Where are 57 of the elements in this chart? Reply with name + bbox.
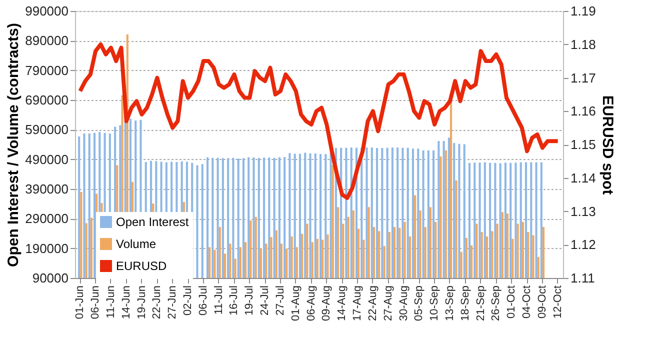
x-tick-label: 10-Sep [428, 286, 441, 321]
x-tick-label: 01-Aug [290, 286, 302, 321]
y2-tick-label: 1.18 [570, 36, 596, 52]
y-tick-label: 990000 [25, 4, 68, 18]
y-axis-title: Open Interest / Volume (contracts) [5, 23, 22, 267]
x-tick-label: 22-Aug [366, 286, 379, 321]
x-tick-label: 27-Jun [166, 286, 179, 320]
x-tick-label: 14-Aug [336, 286, 348, 321]
x-tick-label: 09-Oct [536, 286, 548, 319]
x-tick-label: 14-Jun [120, 286, 132, 320]
y-tick-label: 490000 [25, 152, 68, 167]
x-tick-label: 19-Jul [244, 286, 256, 316]
legend-label: EURUSD [116, 259, 168, 273]
x-tick-label: 21-Sep [474, 286, 487, 321]
y2-tick-label: 1.17 [570, 70, 596, 86]
x-tick-label: 27-Jul [274, 286, 286, 316]
x-tick-label: 17-Aug [352, 286, 364, 321]
x-tick-label: 04-Oct [521, 286, 534, 319]
x-tick-label: 27-Aug [382, 286, 394, 321]
y2-tick-label: 1.15 [570, 137, 596, 152]
y-tick-label: 790000 [25, 62, 68, 78]
y-tick-label: 190000 [25, 240, 68, 256]
y-tick-label: 290000 [25, 211, 68, 226]
y2-tick-label: 1.14 [570, 170, 596, 186]
line-series [78, 42, 560, 200]
x-tick-label: 06-Aug [305, 286, 318, 321]
x-tick-label: 01-Oct [506, 286, 518, 319]
x-tick-label: 22-Jun [151, 286, 164, 320]
x-tick-label: 30-Aug [398, 286, 410, 321]
legend-label: Open Interest [116, 215, 190, 229]
x-tick-label: 26-Sep [490, 286, 502, 321]
legend-label: Volume [116, 237, 156, 251]
y2-tick-label: 1.19 [570, 4, 596, 18]
y-tick-label: 890000 [25, 33, 68, 48]
x-tick-label: 06-Jul [197, 286, 210, 316]
x-tick-label: 05-Sep [413, 286, 426, 321]
x-tick-label: 02-Jul [182, 286, 194, 316]
y2-tick-label: 1.16 [570, 104, 596, 119]
y2-tick-label: 1.11 [570, 270, 595, 286]
x-tick-label: 09-Aug [320, 286, 333, 321]
y-tick-label: 690000 [25, 92, 68, 108]
x-tick-label: 01-Jun [74, 286, 86, 320]
x-tick-label: 13-Sep [444, 286, 456, 321]
y2-tick-label: 1.13 [570, 204, 596, 219]
x-tick-label: 18-Sep [459, 286, 472, 321]
y-tick-label: 590000 [25, 122, 68, 138]
x-tick-label: 12-Oct [552, 286, 564, 319]
y2-axis-title: EURUSD spot [598, 95, 616, 195]
y-tick-label: 390000 [25, 182, 68, 196]
y-tick-label: 90000 [32, 270, 68, 286]
y2-tick-label: 1.12 [570, 237, 596, 252]
x-tick-label: 24-Jul [259, 286, 272, 316]
x-tick-label: 19-Jun [136, 286, 148, 320]
x-tick-label: 06-Jun [90, 286, 102, 320]
x-tick-label: 11-Jul [212, 286, 225, 315]
x-tick-label: 16-Jul [228, 286, 240, 316]
x-tick-label: 11-Jun [104, 286, 117, 318]
